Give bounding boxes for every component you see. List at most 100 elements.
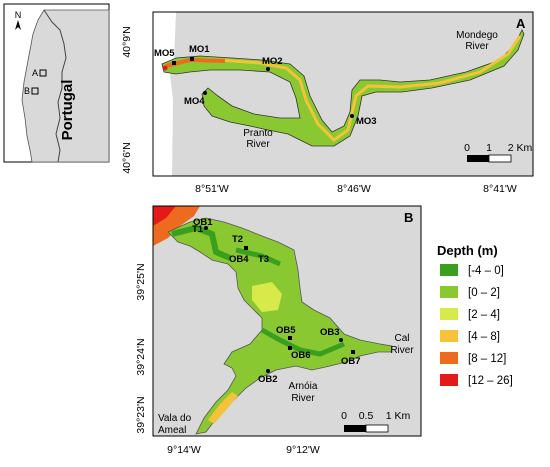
station-t3-label: T3 [258,254,269,265]
pranto-river-label-1: Pranto [243,128,273,139]
legend-swatch [440,352,458,364]
arnoia-river-label-1: Arnóia [289,381,318,392]
station-ob4-marker [244,246,248,250]
legend-swatch [440,264,458,276]
panel-a-sea [153,12,176,176]
station-ob3-label: OB3 [320,327,340,338]
panel-b-lat-tick-2: 39°24'N [135,338,147,375]
legend-swatch [440,308,458,320]
panel-b-frame [152,205,422,437]
panel-b: B OB1 T1 T2 OB4 T3 OB5 OB3 OB6 OB7 OB2 C… [135,205,422,456]
station-ob7-label: OB7 [341,356,361,367]
station-ob2-marker [266,369,270,373]
scale-a-1: 1 [486,142,492,154]
vala-label-1: Vala do [158,413,192,424]
station-mo3-marker [350,114,354,118]
station-mo3-label: MO3 [356,116,377,127]
panel-a-land [153,12,533,176]
lagoon-channel-t3 [235,247,282,267]
panel-b-stations: OB1 T1 T2 OB4 T3 OB5 OB3 OB6 OB7 OB2 [192,217,361,385]
panel-a-mouth-deepest [162,65,168,71]
legend-label: [8 – 12] [468,353,506,365]
station-mo2-marker [266,67,270,71]
inset-map: N Portugal A B [3,3,110,163]
station-mo2-label: MO2 [262,56,283,67]
inset-box-a-label: A [32,68,38,78]
lagoon-body [167,217,393,435]
panel-a-stations: MO5 MO1 MO2 MO4 MO3 [154,44,377,127]
depth-legend: Depth (m) [-4 – 0] [0 – 2] [2 – 4] [4 – 8] [… [437,243,513,387]
mondego-river-label-2: River [465,41,489,52]
panel-a-lon-tick-3: 8°41'W [483,183,517,195]
legend-label: [12 – 26] [468,375,513,387]
station-mo1-label: MO1 [189,44,210,55]
legend-label: [0 – 2] [468,287,500,299]
mondego-channel [161,29,525,147]
cal-river-label-2: River [390,345,414,356]
legend-label: [2 – 4] [468,309,500,321]
portugal-land [21,9,110,163]
station-ob5-label: OB5 [276,325,296,336]
lagoon-shallow-patch [252,282,282,312]
panel-b-lat-tick-1: 39°25'N [135,263,147,300]
panel-a: A MO5 MO1 MO2 MO4 MO3 Mondego River Pran… [121,11,534,195]
legend-swatch [440,286,458,298]
lagoon-channel-north [171,224,232,261]
station-ob3-marker [339,338,343,342]
station-t1-label: T1 [192,224,204,235]
station-ob6-marker [288,346,292,350]
mondego-river-label-1: Mondego [456,30,498,41]
station-ob2-label: OB2 [258,374,278,385]
arnoia-river-label-2: River [291,393,315,404]
scale-a-0: 0 [464,142,470,154]
portugal-border [43,9,67,163]
cal-river-label-1: Cal [394,333,409,344]
panel-b-lat-tick-3: 39°23'N [135,396,147,433]
panel-b-lon-tick-1: 9°14'W [167,444,201,456]
station-ob1-marker [204,226,208,230]
legend-label: [4 – 8] [468,331,500,343]
panel-b-inlet-deep [153,206,176,226]
legend-swatch [440,330,458,342]
country-label: Portugal [59,80,76,141]
north-label: N [15,10,22,20]
lagoon-channel-center [260,327,345,357]
scale-b-2: 1 Km [386,410,411,422]
panel-a-frame [152,11,534,177]
panel-a-deep-channel [165,35,522,142]
station-mo5-marker [172,61,176,65]
station-ob5-marker [288,336,292,340]
panel-b-scale-bar: 0 0.5 1 Km [341,410,411,433]
station-ob6-label: OB6 [291,350,311,361]
legend-label: [-4 – 0] [468,265,504,277]
station-mo1-marker [190,57,194,61]
station-mo4-label: MO4 [184,96,205,107]
vala-label-2: Ameal [158,425,186,436]
legend-swatch [440,374,458,386]
station-ob7-marker [351,350,355,354]
panel-a-lat-tick-1: 40°9'N [121,26,133,57]
panel-a-scale-bar: 0 1 2 Km [464,142,533,163]
scale-a-2: 2 Km [508,142,533,154]
station-mo4-marker [203,91,207,95]
panel-b-lon-tick-2: 9°12'W [286,444,320,456]
pranto-river-label-2: River [246,139,270,150]
vala-channel-deep [208,392,238,424]
station-t2-label: T2 [232,234,243,245]
station-ob4-label: OB4 [229,254,249,265]
inset-box-b-label: B [24,86,30,96]
panel-b-letter: B [404,210,413,225]
station-ob1-label: OB1 [193,217,213,228]
inset-box-a [39,69,47,77]
panel-a-lon-tick-1: 8°51'W [195,183,229,195]
panel-a-lat-tick-2: 40°6'N [121,142,133,173]
north-arrow: N [15,10,22,30]
scale-b-1: 0.5 [359,410,374,422]
panel-a-lon-tick-2: 8°46'W [337,183,371,195]
panel-a-letter: A [516,16,526,31]
legend-title: Depth (m) [437,243,498,258]
scale-b-0: 0 [341,410,347,422]
station-mo5-label: MO5 [154,48,175,59]
inset-box-b [31,87,39,95]
